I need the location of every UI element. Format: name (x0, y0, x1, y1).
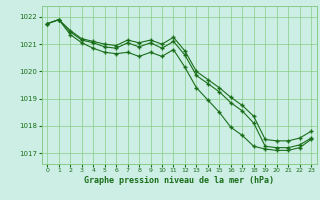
X-axis label: Graphe pression niveau de la mer (hPa): Graphe pression niveau de la mer (hPa) (84, 176, 274, 185)
